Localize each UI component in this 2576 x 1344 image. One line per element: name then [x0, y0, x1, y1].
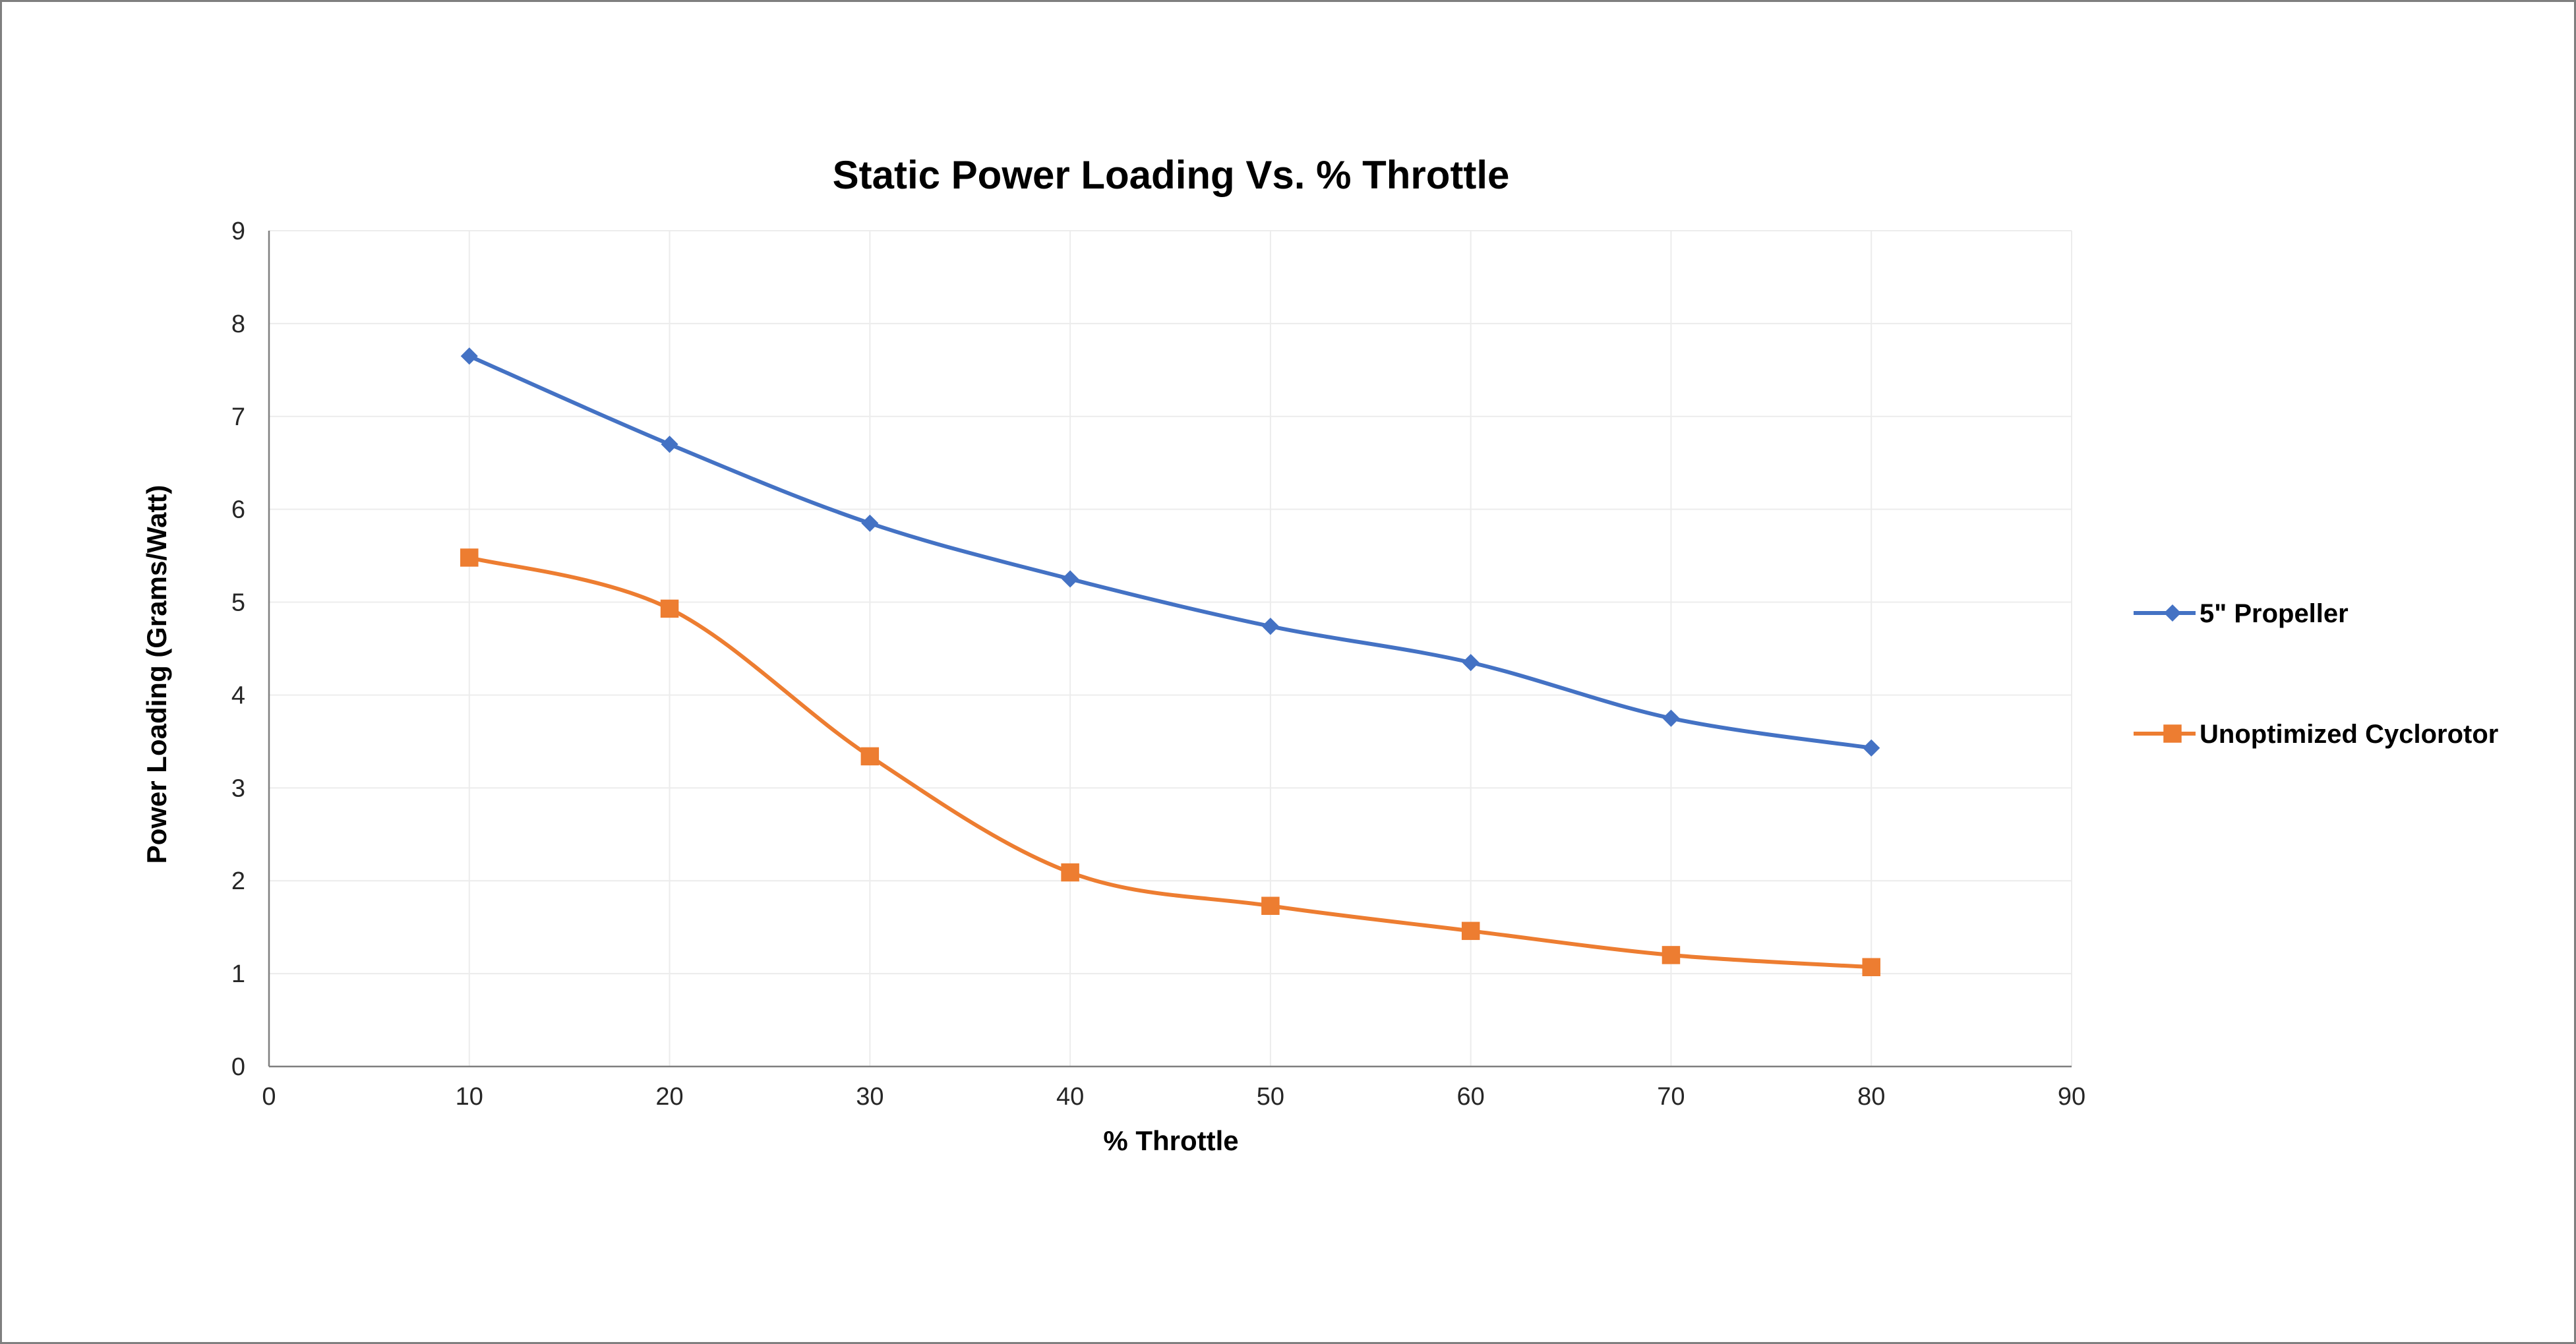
x-tick-label: 50 [1257, 1083, 1284, 1111]
y-tick-label: 3 [231, 774, 245, 802]
series [460, 347, 1880, 976]
data-point-cyclorotor [1261, 896, 1280, 916]
x-tick-label: 60 [1457, 1083, 1485, 1111]
data-point-propeller [1062, 570, 1079, 588]
legend-item-cyclorotor: Unoptimized Cyclorotor [2134, 720, 2498, 749]
legend-marker-cyclorotor [2163, 724, 2182, 743]
x-tick-label: 10 [456, 1083, 483, 1111]
x-tick-label: 20 [655, 1083, 683, 1111]
legend-label-propeller: 5" Propeller [2200, 599, 2349, 628]
legend-label-cyclorotor: Unoptimized Cyclorotor [2200, 720, 2498, 749]
x-tick-label: 30 [856, 1083, 884, 1111]
y-axis-title: Power Loading (Grams/Watt) [141, 485, 172, 864]
legend-marker-propeller [2163, 604, 2182, 622]
series-line-cyclorotor [467, 555, 1874, 970]
grid [269, 230, 2072, 1066]
data-point-propeller [1261, 618, 1279, 635]
data-point-cyclorotor [460, 548, 479, 567]
x-tick-label: 90 [2058, 1083, 2085, 1111]
x-tick-label: 40 [1056, 1083, 1084, 1111]
x-tick-label: 0 [262, 1083, 276, 1111]
x-tick-label: 70 [1657, 1083, 1685, 1111]
y-tick-label: 8 [231, 310, 245, 338]
data-point-propeller [1662, 709, 1680, 727]
y-tick-label: 7 [231, 403, 245, 431]
x-tick-label: 80 [1857, 1083, 1885, 1111]
y-tick-label: 0 [231, 1053, 245, 1081]
chart-title: Static Power Loading Vs. % Throttle [833, 153, 1510, 197]
y-tick-label: 6 [231, 496, 245, 524]
data-point-propeller [460, 347, 478, 365]
data-point-cyclorotor [860, 747, 880, 766]
data-point-cyclorotor [1461, 921, 1480, 941]
y-tick-label: 1 [231, 960, 245, 988]
data-point-propeller [1462, 654, 1480, 672]
y-tick-label: 4 [231, 682, 245, 709]
data-point-propeller [1863, 739, 1880, 757]
y-tick-label: 2 [231, 867, 245, 895]
legend: 5" Propeller Unoptimized Cyclorotor [2134, 599, 2498, 749]
data-point-cyclorotor [1662, 946, 1681, 964]
y-tick-label: 5 [231, 589, 245, 617]
legend-item-propeller: 5" Propeller [2134, 599, 2349, 628]
data-point-cyclorotor [1862, 958, 1880, 976]
series-propeller [460, 347, 1880, 757]
x-axis-title: % Throttle [1103, 1125, 1238, 1156]
series-line-propeller [467, 354, 1874, 750]
y-tick-label: 9 [231, 218, 245, 245]
data-point-cyclorotor [1061, 863, 1079, 882]
data-point-propeller [661, 435, 678, 453]
data-point-propeller [861, 514, 879, 532]
data-point-cyclorotor [660, 599, 679, 618]
series-cyclorotor [460, 548, 1880, 976]
